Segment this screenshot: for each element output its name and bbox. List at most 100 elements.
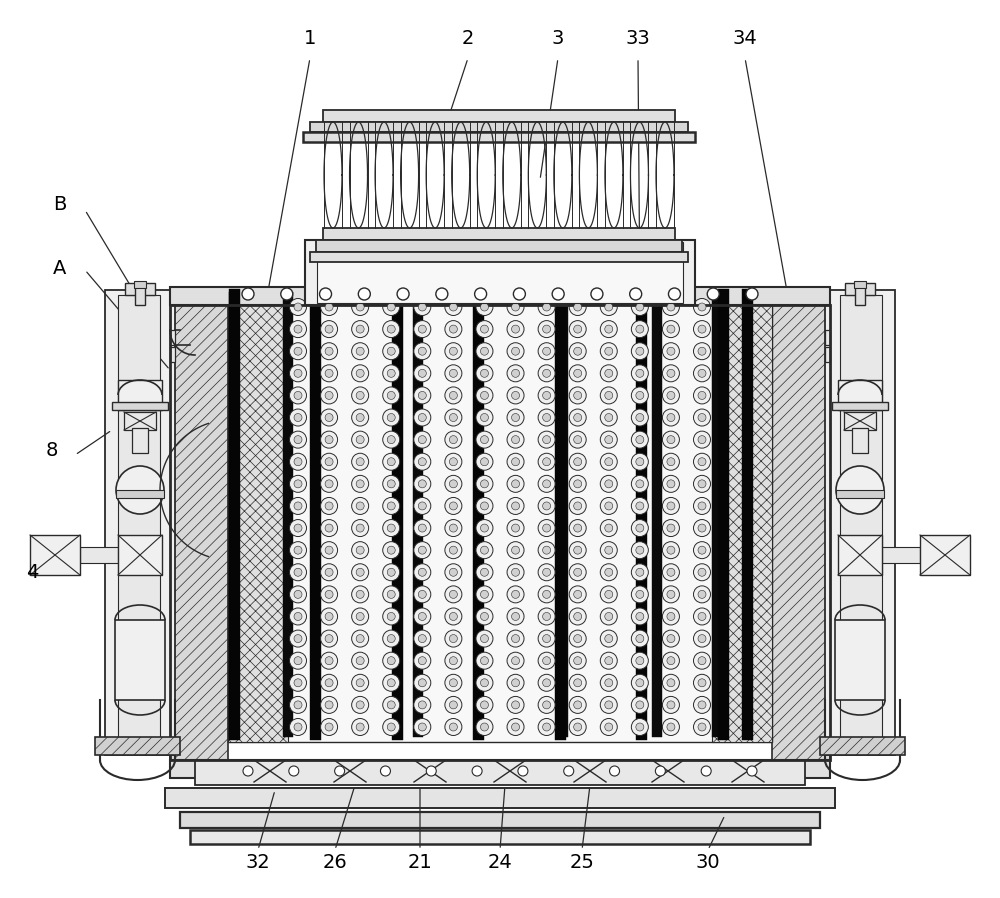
- Circle shape: [383, 409, 400, 426]
- Bar: [636, 289, 647, 740]
- Circle shape: [387, 502, 395, 510]
- Circle shape: [636, 436, 644, 444]
- Bar: [112, 402, 168, 410]
- Circle shape: [321, 343, 338, 360]
- Circle shape: [600, 343, 617, 360]
- Circle shape: [543, 723, 551, 731]
- Circle shape: [290, 630, 306, 647]
- Circle shape: [418, 369, 426, 377]
- Circle shape: [636, 392, 644, 400]
- Circle shape: [636, 369, 644, 377]
- Bar: [652, 292, 662, 737]
- Circle shape: [321, 475, 338, 492]
- Circle shape: [356, 348, 364, 356]
- Circle shape: [290, 696, 306, 713]
- Circle shape: [600, 718, 617, 735]
- Circle shape: [294, 701, 302, 709]
- Circle shape: [698, 413, 706, 421]
- Circle shape: [445, 387, 462, 404]
- Circle shape: [449, 392, 457, 400]
- Circle shape: [290, 652, 306, 669]
- Circle shape: [538, 652, 555, 669]
- Circle shape: [698, 612, 706, 621]
- Circle shape: [662, 298, 679, 315]
- Circle shape: [662, 541, 679, 559]
- Circle shape: [698, 524, 706, 532]
- Text: 4: 4: [26, 562, 38, 582]
- Circle shape: [569, 409, 586, 426]
- Circle shape: [694, 674, 710, 691]
- Circle shape: [356, 369, 364, 377]
- Circle shape: [698, 656, 706, 665]
- Circle shape: [475, 288, 487, 300]
- Circle shape: [631, 475, 648, 492]
- Circle shape: [383, 564, 400, 581]
- Circle shape: [662, 718, 679, 735]
- Circle shape: [325, 679, 333, 687]
- Circle shape: [667, 568, 675, 577]
- Circle shape: [445, 652, 462, 669]
- Circle shape: [636, 325, 644, 333]
- Bar: [825, 290, 895, 755]
- Circle shape: [662, 696, 679, 713]
- Circle shape: [418, 480, 426, 488]
- Circle shape: [472, 766, 482, 776]
- Circle shape: [321, 674, 338, 691]
- Circle shape: [387, 436, 395, 444]
- Circle shape: [605, 458, 613, 466]
- Bar: [229, 292, 239, 737]
- Circle shape: [600, 431, 617, 448]
- Circle shape: [538, 343, 555, 360]
- Circle shape: [631, 321, 648, 338]
- Circle shape: [512, 546, 520, 554]
- Bar: [165, 788, 835, 808]
- Circle shape: [290, 475, 306, 492]
- Circle shape: [383, 674, 400, 691]
- Circle shape: [574, 524, 582, 532]
- Circle shape: [294, 635, 302, 643]
- Bar: [105, 290, 175, 755]
- Circle shape: [667, 392, 675, 400]
- Circle shape: [605, 369, 613, 377]
- Circle shape: [325, 413, 333, 421]
- Circle shape: [574, 679, 582, 687]
- Bar: [228, 287, 288, 742]
- Circle shape: [512, 303, 520, 311]
- Circle shape: [631, 652, 648, 669]
- Circle shape: [445, 608, 462, 625]
- Circle shape: [538, 431, 555, 448]
- Circle shape: [569, 608, 586, 625]
- Circle shape: [414, 585, 431, 603]
- Circle shape: [667, 524, 675, 532]
- Circle shape: [636, 546, 644, 554]
- Circle shape: [426, 766, 436, 776]
- Circle shape: [445, 585, 462, 603]
- Circle shape: [631, 298, 648, 315]
- Text: 25: 25: [570, 852, 594, 871]
- Circle shape: [352, 541, 369, 559]
- Circle shape: [667, 635, 675, 643]
- Bar: [118, 295, 160, 750]
- Circle shape: [418, 679, 426, 687]
- Circle shape: [667, 303, 675, 311]
- Circle shape: [356, 612, 364, 621]
- Circle shape: [356, 546, 364, 554]
- Circle shape: [512, 590, 520, 598]
- Circle shape: [569, 696, 586, 713]
- Circle shape: [600, 453, 617, 471]
- Circle shape: [698, 303, 706, 311]
- Circle shape: [698, 568, 706, 577]
- Circle shape: [636, 480, 644, 488]
- Bar: [712, 287, 772, 742]
- Circle shape: [667, 480, 675, 488]
- Circle shape: [387, 701, 395, 709]
- Circle shape: [507, 409, 524, 426]
- Circle shape: [605, 723, 613, 731]
- Circle shape: [414, 696, 431, 713]
- Circle shape: [352, 298, 369, 315]
- Circle shape: [352, 453, 369, 471]
- Circle shape: [569, 497, 586, 515]
- Circle shape: [418, 635, 426, 643]
- Circle shape: [512, 369, 520, 377]
- Circle shape: [449, 325, 457, 333]
